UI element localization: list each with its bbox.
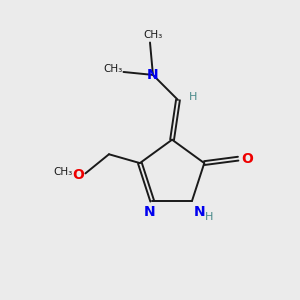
Text: CH₃: CH₃ [143,30,163,40]
Text: H: H [205,212,213,222]
Text: N: N [194,205,205,219]
Text: H: H [188,92,197,102]
Text: O: O [241,152,253,166]
Text: N: N [147,68,159,82]
Text: CH₃: CH₃ [54,167,73,177]
Text: O: O [72,168,84,182]
Text: CH₃: CH₃ [103,64,123,74]
Text: N: N [143,205,155,219]
